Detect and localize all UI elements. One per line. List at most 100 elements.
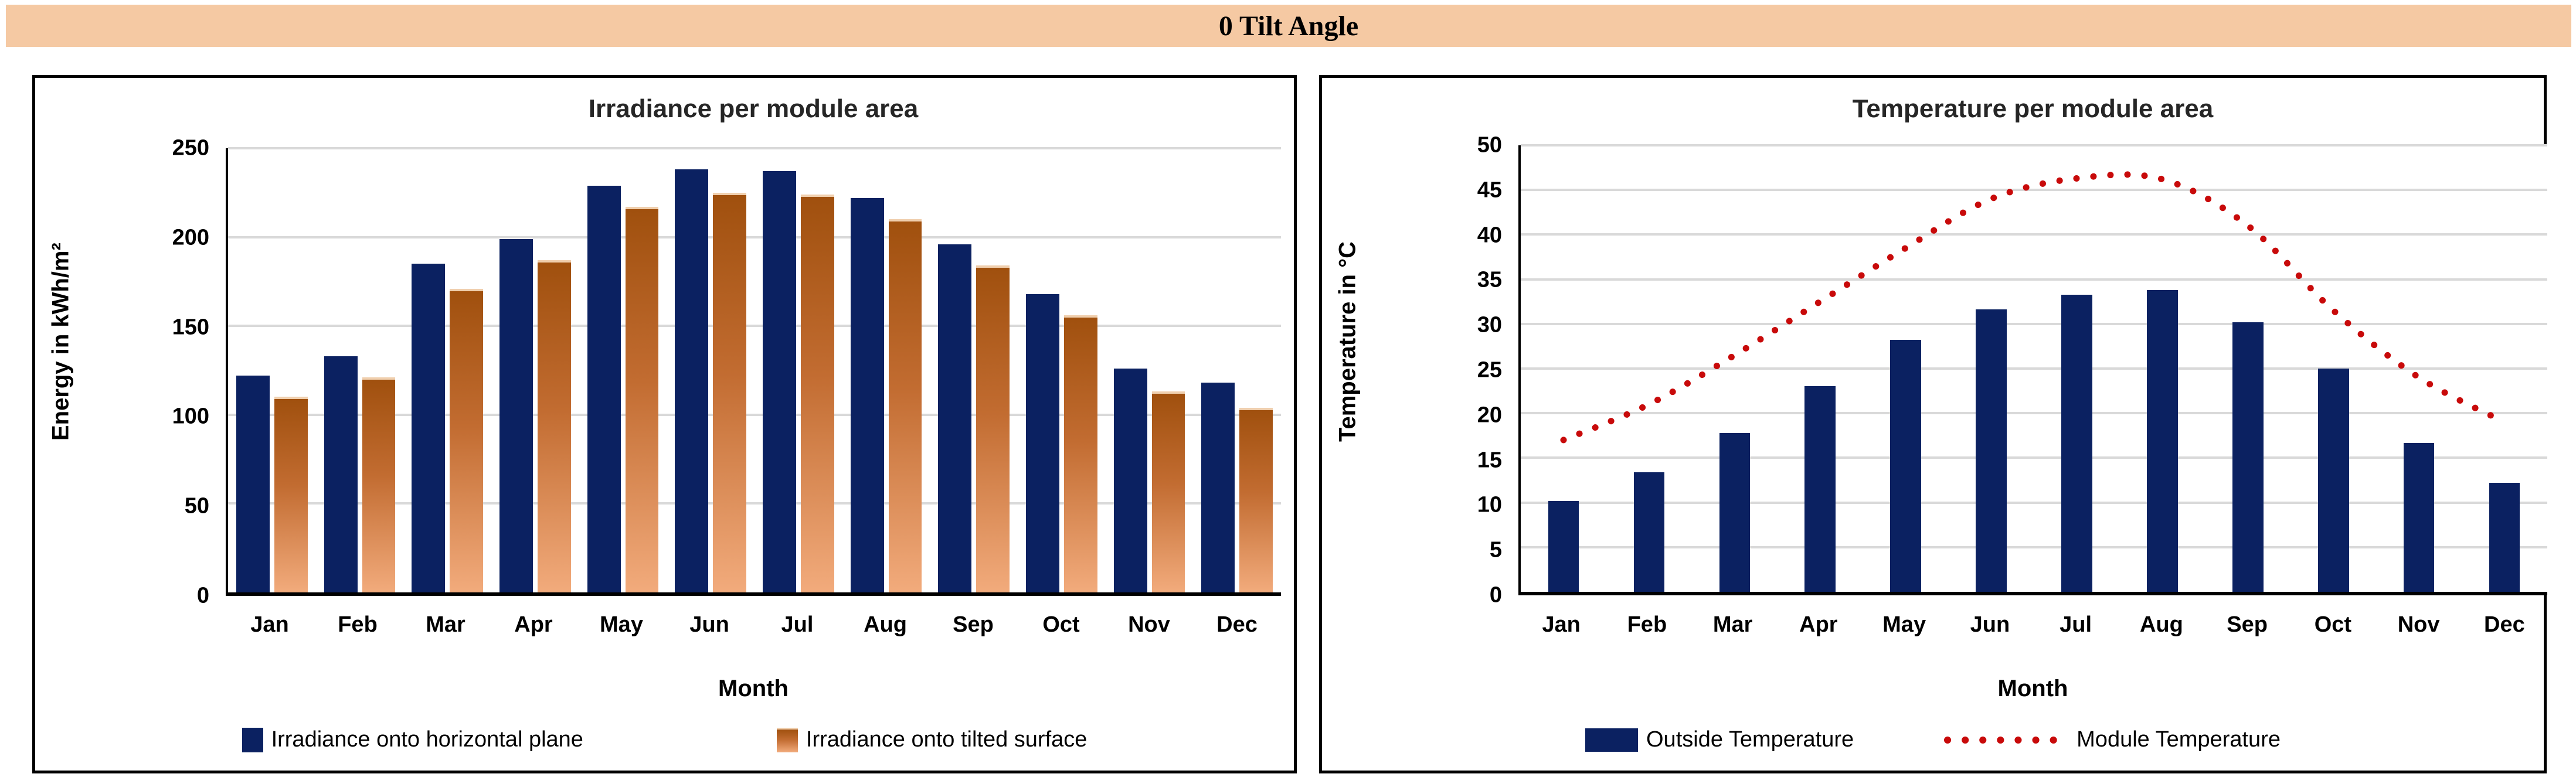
x-tick-label: Dec — [1216, 612, 1258, 637]
bar — [762, 171, 796, 592]
bar — [1026, 294, 1059, 592]
x-tick-label: Nov — [1128, 612, 1170, 637]
month-slot — [2376, 145, 2462, 592]
x-tick-label: Sep — [953, 612, 994, 637]
month-slot — [1521, 145, 1606, 592]
month-slot — [316, 148, 404, 592]
x-tick-label: Nov — [2397, 612, 2440, 637]
legend-label: Irradiance onto horizontal plane — [271, 727, 583, 752]
x-tick-label: Apr — [1799, 612, 1838, 637]
gridline — [228, 325, 1281, 328]
x-tick-label: Aug — [864, 612, 907, 637]
bar — [713, 192, 747, 592]
plot-area — [1518, 144, 2547, 595]
x-tick-label: May — [600, 612, 643, 637]
temperature-chart-panel: Temperature per module area Temperature … — [1319, 75, 2547, 773]
legend: Outside Temperature Module Temperature — [1322, 727, 2544, 752]
month-slot — [2205, 145, 2290, 592]
legend-label: Outside Temperature — [1646, 727, 1854, 752]
bar — [1063, 315, 1097, 592]
y-axis-ticks: 0 50 100 150 200 250 — [167, 136, 220, 608]
bar — [2147, 289, 2178, 592]
legend-item: Module Temperature — [1942, 727, 2281, 752]
legend: Irradiance onto horizontal plane Irradia… — [35, 727, 1294, 752]
bar — [499, 238, 533, 592]
x-tick-label: Jun — [1970, 612, 2010, 637]
legend-label: Module Temperature — [2077, 727, 2281, 752]
bars-row — [228, 148, 1281, 592]
x-tick-label: Jan — [1542, 612, 1581, 637]
x-tick-label: Apr — [514, 612, 553, 637]
y-tick-label: 5 — [1489, 537, 1502, 563]
x-tick-label: Mar — [426, 612, 465, 637]
y-tick-label: 20 — [1477, 403, 1502, 428]
chart-title: Temperature per module area — [1852, 94, 2214, 123]
tilted-surface-swatch-icon — [776, 727, 798, 752]
gridline — [1521, 189, 2547, 192]
gridline — [1521, 278, 2547, 281]
bar — [450, 288, 484, 592]
y-tick-label: 25 — [1477, 357, 1502, 383]
month-slot — [1778, 145, 1863, 592]
plot-area — [226, 147, 1281, 596]
bar — [1113, 368, 1147, 592]
y-axis-title: Energy in kWh/m² — [47, 243, 74, 441]
bar — [2317, 369, 2349, 592]
month-slot — [1692, 145, 1778, 592]
month-slot — [1106, 148, 1194, 592]
month-slot — [755, 148, 842, 592]
bar — [236, 376, 270, 592]
gridline — [1521, 412, 2547, 415]
gridline — [228, 147, 1281, 149]
x-tick-label: Aug — [2139, 612, 2183, 637]
x-tick-label: Oct — [1042, 612, 1080, 637]
month-slot — [667, 148, 755, 592]
legend-item: Irradiance onto tilted surface — [776, 727, 1087, 752]
y-tick-label: 45 — [1477, 178, 1502, 203]
y-tick-label: 15 — [1477, 448, 1502, 473]
x-tick-label: Sep — [2227, 612, 2268, 637]
bar — [2232, 322, 2264, 592]
bar — [976, 265, 1010, 592]
y-tick-label: 50 — [1477, 132, 1502, 158]
y-tick-label: 150 — [172, 315, 209, 340]
bar — [800, 194, 834, 592]
outside-temperature-swatch-icon — [1585, 728, 1638, 752]
module-temperature-dotted-swatch-icon — [1944, 736, 2067, 744]
month-slot — [228, 148, 316, 592]
month-slot — [491, 148, 579, 592]
bar — [1201, 383, 1235, 592]
bar — [1239, 407, 1273, 592]
bar — [2489, 483, 2520, 592]
month-slot — [579, 148, 667, 592]
month-slot — [930, 148, 1018, 592]
gridline — [228, 502, 1281, 505]
gridline — [1521, 144, 2547, 146]
bar — [1804, 386, 1836, 592]
month-slot — [1193, 148, 1281, 592]
y-axis-ticks: 0 5 10 15 20 25 30 35 40 45 50 — [1460, 133, 1513, 608]
gridline — [1521, 233, 2547, 236]
month-slot — [1606, 145, 1692, 592]
bar — [850, 197, 884, 592]
gridline — [1521, 546, 2547, 548]
y-axis-title: Temperature in °C — [1334, 241, 1361, 442]
bar — [2403, 442, 2435, 592]
y-tick-label: 10 — [1477, 492, 1502, 517]
x-axis-labels: Jan Feb Mar Apr May Jun Jul Aug Sep Oct Nov Dec — [226, 612, 1281, 638]
banner: 0 Tilt Angle — [6, 5, 2571, 47]
bar — [587, 185, 621, 592]
bar — [412, 264, 446, 592]
bar — [625, 207, 659, 592]
y-tick-label: 40 — [1477, 223, 1502, 248]
x-axis-labels: Jan Feb Mar Apr May Jun Jul Aug Sep Oct Nov Dec — [1518, 612, 2547, 638]
month-slot — [2119, 145, 2205, 592]
y-tick-label: 100 — [172, 404, 209, 429]
x-axis-title: Month — [1997, 676, 2068, 701]
chart-title: Irradiance per module area — [588, 94, 919, 123]
x-tick-label: Jan — [250, 612, 289, 637]
x-tick-label: May — [1882, 612, 1926, 637]
month-slot — [1018, 148, 1106, 592]
month-slot — [2462, 145, 2547, 592]
bars-row — [1521, 145, 2547, 592]
